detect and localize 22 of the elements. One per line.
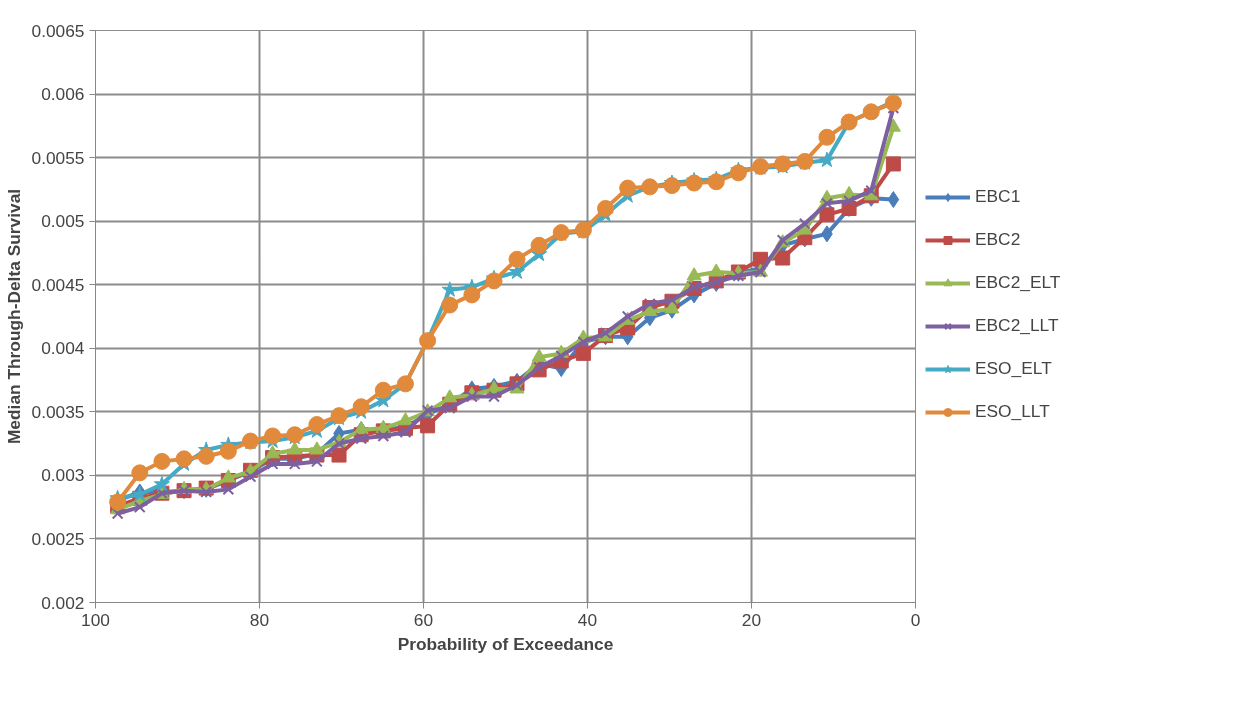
y-tick-label: 0.003 <box>41 465 85 486</box>
legend-label: EBC2 <box>975 229 1021 250</box>
y-tick-label: 0.006 <box>41 84 85 105</box>
y-tick-label: 0.0065 <box>31 20 85 41</box>
y-tick-label: 0.005 <box>41 211 85 232</box>
legend-label: EBC2_LLT <box>975 315 1059 336</box>
y-tick-label: 0.0035 <box>31 401 85 422</box>
y-axis-title: Median Through-Delta Survival <box>3 188 24 445</box>
legend-label: ESO_LLT <box>975 401 1050 422</box>
x-axis-title: Probability of Exceedance <box>397 633 614 654</box>
x-tick-label: 20 <box>741 609 762 630</box>
x-tick-label: 60 <box>413 609 434 630</box>
x-tick-label: 40 <box>577 609 598 630</box>
legend-label: EBC1 <box>975 186 1021 207</box>
x-tick-label: 80 <box>249 609 270 630</box>
y-tick-label: 0.0055 <box>31 147 85 168</box>
y-tick-label: 0.0025 <box>31 528 85 549</box>
x-tick-label: 0 <box>910 609 921 630</box>
y-tick-label: 0.0045 <box>31 274 85 295</box>
y-tick-label: 0.004 <box>41 338 85 359</box>
legend-label: ESO_ELT <box>975 358 1052 379</box>
legend-label: EBC2_ELT <box>975 272 1061 293</box>
